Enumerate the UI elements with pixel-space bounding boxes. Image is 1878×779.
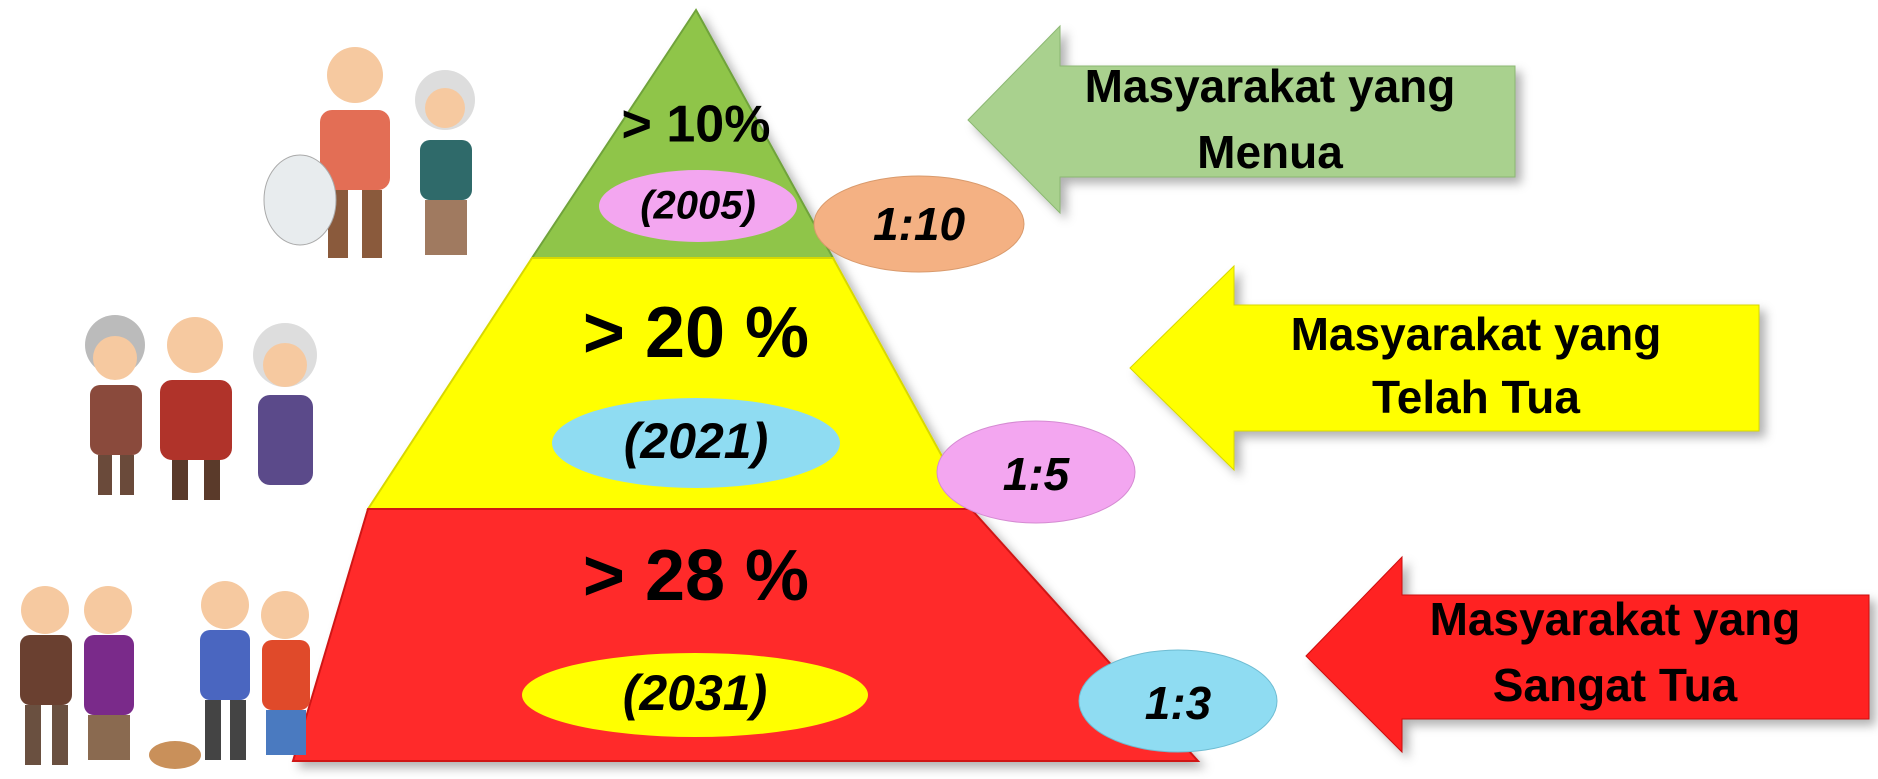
label: Masyarakat yang (1085, 60, 1456, 112)
illustration (20, 581, 310, 769)
year-ellipse (522, 653, 868, 737)
percent: > 20 % (583, 293, 809, 373)
percent: > 10% (622, 96, 771, 154)
tier-bottom (291, 508, 1201, 762)
arrow (967, 24, 1516, 215)
ratio: 1:5 (1003, 448, 1071, 500)
year-ellipse (552, 398, 840, 488)
label: Telah Tua (1372, 371, 1580, 423)
label: Sangat Tua (1493, 659, 1738, 711)
arrow (1305, 555, 1870, 754)
percent: > 28 % (583, 536, 809, 616)
illustration (263, 47, 475, 258)
arrow (1129, 264, 1760, 472)
year: (2005) (640, 184, 756, 228)
year: (2031) (623, 665, 768, 721)
ratio-ellipse (936, 420, 1136, 524)
illustration (85, 315, 317, 500)
label: Masyarakat yang (1291, 308, 1662, 360)
label: Masyarakat yang (1430, 593, 1801, 645)
ratio-ellipse (1078, 649, 1278, 753)
label: Menua (1197, 126, 1343, 178)
ratio: 1:3 (1145, 677, 1212, 729)
year-ellipse (599, 170, 797, 242)
year: (2021) (624, 413, 769, 469)
ratio: 1:10 (873, 198, 965, 250)
ratio-ellipse (813, 175, 1025, 273)
